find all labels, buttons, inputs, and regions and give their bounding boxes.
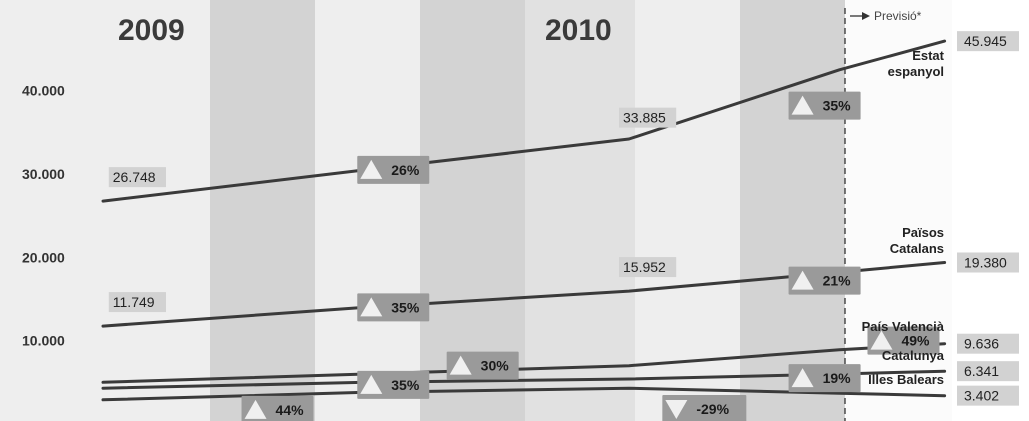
- change-percent: 35%: [391, 377, 420, 393]
- change-percent: 21%: [823, 273, 852, 289]
- change-percent: 49%: [901, 333, 930, 349]
- change-percent: -29%: [696, 401, 729, 417]
- forecast-arrow-icon: [862, 12, 870, 20]
- triangle-down-icon: [665, 400, 688, 420]
- y-tick-label: 40.000: [22, 83, 65, 99]
- value-label-box: [108, 167, 166, 188]
- end-value-label: 45.945: [964, 33, 1007, 49]
- forecast-label: Previsió*: [874, 9, 922, 23]
- end-value-label: 3.402: [964, 388, 999, 404]
- year-label-2010: 2010: [545, 14, 612, 47]
- month-band: [420, 0, 525, 421]
- end-value-box: [957, 252, 1019, 273]
- change-percent: 26%: [391, 162, 420, 178]
- end-value-label: 9.636: [964, 336, 999, 352]
- triangle-up-icon: [791, 270, 814, 290]
- end-value-labels: 45.945 19.380 9.636 6.341 3.402: [957, 31, 1019, 406]
- y-axis: 10.000 20.000 30.000 40.000: [22, 83, 65, 349]
- change-percent: 35%: [823, 98, 852, 114]
- triangle-up-icon: [360, 159, 383, 179]
- end-value-box: [957, 333, 1019, 354]
- forecast-zone: Previsió*: [844, 8, 922, 421]
- period-labels: 2009 2010: [118, 14, 612, 47]
- month-band: [315, 0, 420, 421]
- triangle-up-icon: [360, 297, 383, 317]
- series-line: [101, 369, 947, 390]
- y-tick-label: 10.000: [22, 333, 65, 349]
- year-label-2009: 2009: [118, 14, 185, 47]
- month-band: [210, 0, 315, 421]
- value-label: 26.748: [113, 169, 156, 185]
- value-label: 11.749: [113, 294, 155, 310]
- end-value-box: [957, 31, 1019, 52]
- end-value-label: 19.380: [964, 255, 1007, 271]
- series-name: Estat: [912, 48, 944, 63]
- series-line: [101, 261, 947, 328]
- change-percent: 35%: [391, 299, 420, 315]
- label-margin: [952, 0, 1029, 421]
- series-name: Illes Balears: [868, 372, 944, 387]
- series-name: Països: [902, 225, 944, 240]
- value-label: 15.952: [623, 259, 666, 275]
- triangle-up-icon: [360, 374, 383, 394]
- value-labels: 26.748 33.885 11.749 15.952: [108, 107, 677, 313]
- change-percent: 30%: [481, 358, 510, 374]
- change-percent: 44%: [276, 402, 305, 418]
- series-name: espanyol: [888, 64, 944, 79]
- value-label: 33.885: [623, 110, 666, 126]
- triangle-up-icon: [870, 330, 893, 350]
- triangle-up-icon: [791, 368, 814, 388]
- series-line: [101, 39, 947, 203]
- triangle-up-icon: [791, 95, 814, 115]
- triangle-up-icon: [449, 355, 472, 375]
- triangle-up-icon: [244, 399, 267, 419]
- change-percent: 19%: [823, 370, 852, 386]
- month-band: [525, 0, 635, 421]
- month-band: [740, 0, 845, 421]
- value-label-box: [619, 257, 677, 278]
- series-name: País Valencià: [862, 319, 945, 334]
- y-tick-label: 30.000: [22, 166, 65, 182]
- end-value-box: [957, 361, 1019, 382]
- series-name: Catalans: [890, 241, 944, 256]
- series-name: Catalunya: [882, 348, 945, 363]
- value-label-box: [108, 292, 166, 313]
- month-band: [635, 0, 740, 421]
- change-badges: 26% 35% 35% 21% 30% 49% 35% 19% 44% -29%: [241, 91, 940, 421]
- value-label-box: [619, 107, 677, 128]
- end-value-label: 6.341: [964, 363, 999, 379]
- series-line: [101, 386, 947, 402]
- end-value-box: [957, 385, 1019, 406]
- y-tick-label: 20.000: [22, 249, 65, 265]
- month-band: [0, 0, 210, 421]
